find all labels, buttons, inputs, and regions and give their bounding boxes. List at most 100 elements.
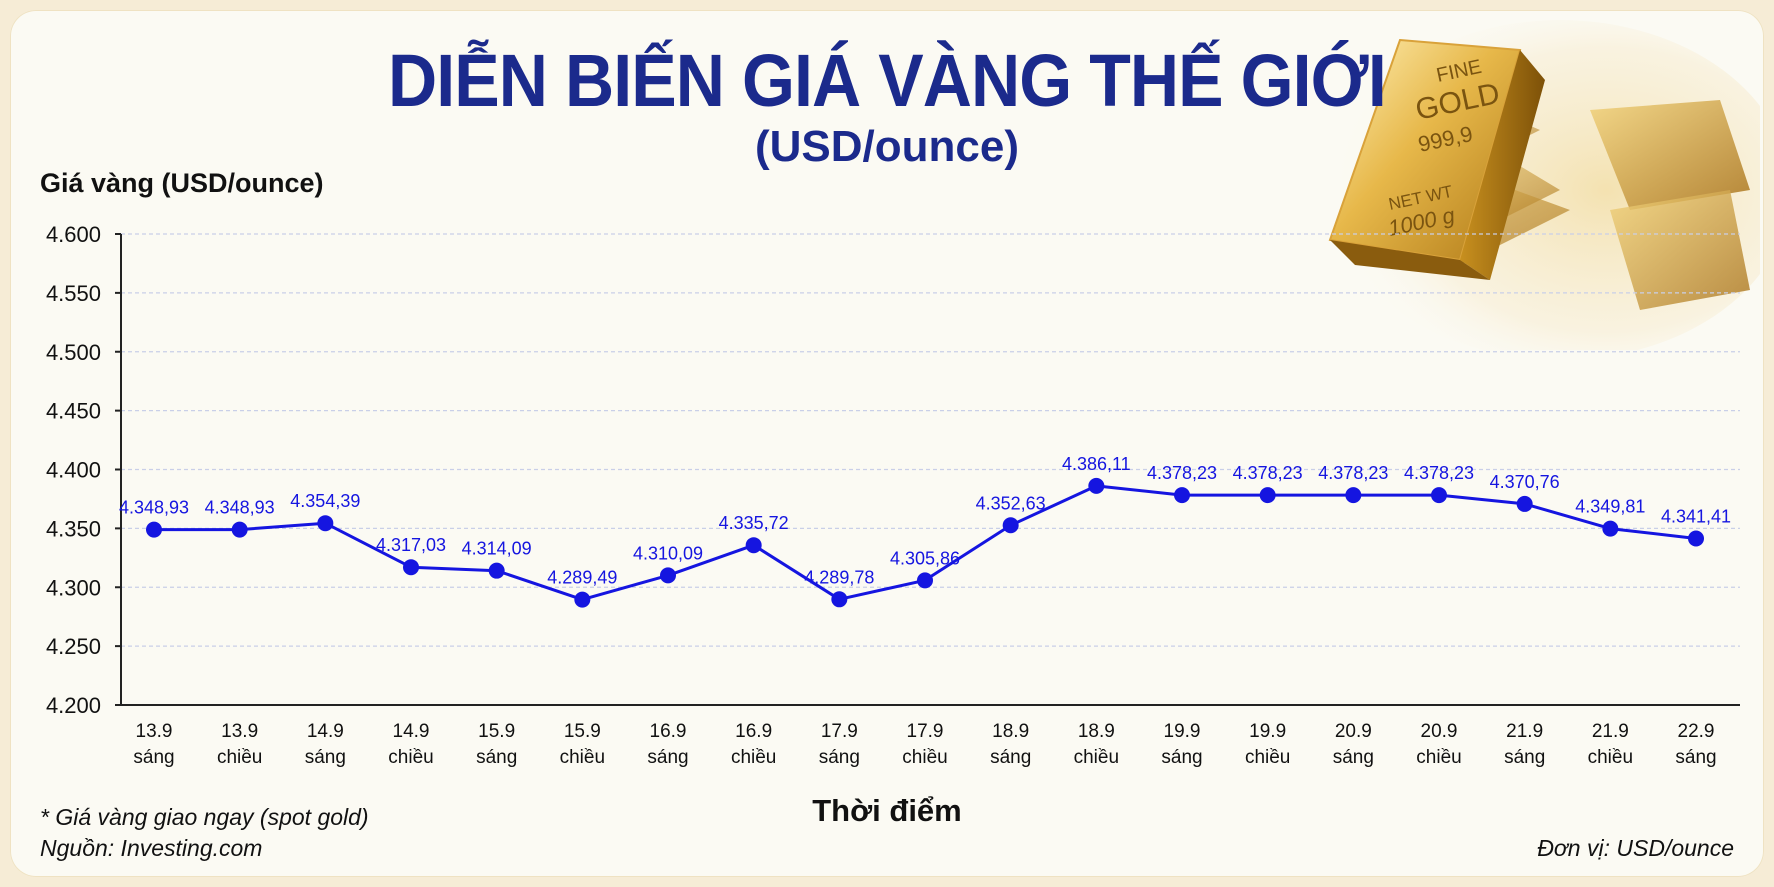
x-tick-session: chiều bbox=[1245, 747, 1290, 768]
x-tick-session: sáng bbox=[990, 747, 1031, 768]
data-label: 4.314,09 bbox=[462, 539, 532, 559]
data-point bbox=[917, 572, 933, 589]
y-tick-label: 4.250 bbox=[46, 634, 101, 659]
grid-lines bbox=[121, 233, 1740, 647]
x-tick-session: sáng bbox=[1675, 747, 1716, 768]
data-point bbox=[146, 521, 162, 538]
x-tick-date: 14.9 bbox=[307, 721, 344, 742]
y-tick-label: 4.350 bbox=[46, 516, 101, 541]
data-label: 4.378,23 bbox=[1147, 463, 1217, 483]
x-tick-session: chiều bbox=[388, 747, 433, 768]
x-tick-session: chiều bbox=[731, 747, 776, 768]
spot-gold-note: * Giá vàng giao ngay (spot gold) bbox=[40, 804, 369, 830]
x-tick-session: sáng bbox=[1333, 747, 1374, 768]
data-label: 4.341,41 bbox=[1661, 506, 1731, 526]
x-tick-date: 18.9 bbox=[1078, 721, 1115, 742]
x-tick-date: 17.9 bbox=[907, 721, 944, 742]
data-label: 4.370,76 bbox=[1490, 472, 1560, 492]
data-point bbox=[488, 562, 505, 579]
data-label: 4.289,78 bbox=[804, 567, 874, 587]
y-tick-label: 4.600 bbox=[46, 222, 101, 247]
data-point bbox=[1345, 487, 1362, 504]
x-tick-session: sáng bbox=[305, 747, 346, 768]
gold-bar-illustration: FINE GOLD 999,9 NET WT 1000 g bbox=[1328, 20, 1760, 350]
data-label: 4.386,11 bbox=[1062, 454, 1131, 474]
x-tick-session: chiều bbox=[560, 747, 605, 768]
data-point bbox=[1688, 530, 1704, 547]
y-tick-label: 4.450 bbox=[46, 399, 101, 424]
y-tick-label: 4.500 bbox=[46, 340, 101, 365]
data-label: 4.378,23 bbox=[1318, 463, 1388, 483]
x-tick-date: 16.9 bbox=[735, 721, 772, 742]
data-point bbox=[745, 537, 762, 554]
x-tick-date: 13.9 bbox=[221, 721, 258, 742]
x-tick-date: 15.9 bbox=[564, 721, 601, 742]
y-tick-label: 4.550 bbox=[46, 281, 101, 306]
x-tick-session: sáng bbox=[647, 747, 688, 768]
data-label: 4.352,63 bbox=[976, 493, 1046, 513]
x-tick-session: chiều bbox=[1074, 747, 1119, 768]
data-label: 4.305,86 bbox=[890, 548, 960, 568]
x-axis-label: Thời điểm bbox=[812, 793, 962, 828]
x-tick-date: 14.9 bbox=[393, 721, 430, 742]
data-label: 4.378,23 bbox=[1233, 463, 1303, 483]
x-tick-date: 17.9 bbox=[821, 721, 858, 742]
x-tick-session: chiều bbox=[902, 747, 947, 768]
x-tick-session: sáng bbox=[133, 747, 174, 768]
x-tick-session: sáng bbox=[476, 747, 517, 768]
x-tick-session: chiều bbox=[1416, 747, 1461, 768]
y-tick-labels: 4.200 4.250 4.300 4.350 4.400 4.450 4.500 4.550… bbox=[46, 222, 101, 718]
x-tick-session: chiều bbox=[217, 747, 262, 768]
data-label: 4.349,81 bbox=[1575, 497, 1645, 517]
data-point bbox=[1516, 495, 1533, 512]
data-point bbox=[1002, 517, 1019, 534]
data-point bbox=[660, 567, 676, 584]
data-label: 4.310,09 bbox=[633, 543, 703, 563]
chart-subtitle: (USD/ounce) bbox=[755, 122, 1019, 171]
x-tick-date: 21.9 bbox=[1592, 721, 1629, 742]
x-tick-labels: 13.9 sáng 13.9 chiều 14.9 sáng 14.9 chiều 15.9 sá… bbox=[133, 721, 1716, 768]
data-point bbox=[1431, 487, 1447, 504]
data-label: 4.378,23 bbox=[1404, 463, 1474, 483]
x-tick-session: chiều bbox=[1588, 747, 1633, 768]
x-tick-date: 19.9 bbox=[1249, 721, 1286, 742]
y-tick-label: 4.200 bbox=[46, 693, 101, 718]
x-tick-date: 20.9 bbox=[1421, 721, 1458, 742]
data-label: 4.348,93 bbox=[205, 498, 275, 518]
x-tick-date: 20.9 bbox=[1335, 721, 1372, 742]
x-tick-date: 18.9 bbox=[992, 721, 1029, 742]
unit-note: Đơn vị: USD/ounce bbox=[1537, 835, 1734, 861]
x-tick-session: sáng bbox=[819, 747, 860, 768]
source-note: Nguồn: Investing.com bbox=[40, 835, 263, 861]
data-label: 4.348,93 bbox=[119, 498, 189, 518]
data-point bbox=[1259, 487, 1276, 504]
x-tick-date: 13.9 bbox=[136, 721, 173, 742]
data-point bbox=[1088, 477, 1105, 494]
x-tick-session: sáng bbox=[1504, 747, 1545, 768]
data-label: 4.354,39 bbox=[290, 491, 360, 511]
series-gold-price bbox=[146, 477, 1704, 608]
data-labels: 4.348,93 4.348,93 4.354,39 4.317,03 4.314,09… bbox=[119, 454, 1731, 588]
y-axis-label: Giá vàng (USD/ounce) bbox=[40, 168, 324, 198]
data-label: 4.317,03 bbox=[376, 535, 446, 555]
data-point bbox=[317, 515, 334, 532]
y-tick-label: 4.400 bbox=[46, 458, 101, 483]
data-point bbox=[1602, 520, 1619, 537]
data-point bbox=[231, 521, 248, 538]
data-point bbox=[403, 559, 419, 576]
data-point bbox=[1174, 487, 1190, 504]
x-tick-session: sáng bbox=[1161, 747, 1202, 768]
chart-title: DIỄN BIẾN GIÁ VÀNG THẾ GIỚI bbox=[388, 39, 1387, 122]
data-point bbox=[574, 591, 591, 608]
x-tick-date: 16.9 bbox=[650, 721, 687, 742]
x-tick-date: 19.9 bbox=[1164, 721, 1201, 742]
data-point bbox=[831, 591, 848, 608]
y-tick-label: 4.300 bbox=[46, 575, 101, 600]
axes bbox=[115, 233, 1740, 706]
x-tick-date: 15.9 bbox=[478, 721, 515, 742]
data-label: 4.289,49 bbox=[547, 568, 617, 588]
data-label: 4.335,72 bbox=[719, 513, 789, 533]
x-tick-date: 22.9 bbox=[1678, 721, 1715, 742]
x-tick-date: 21.9 bbox=[1506, 721, 1543, 742]
